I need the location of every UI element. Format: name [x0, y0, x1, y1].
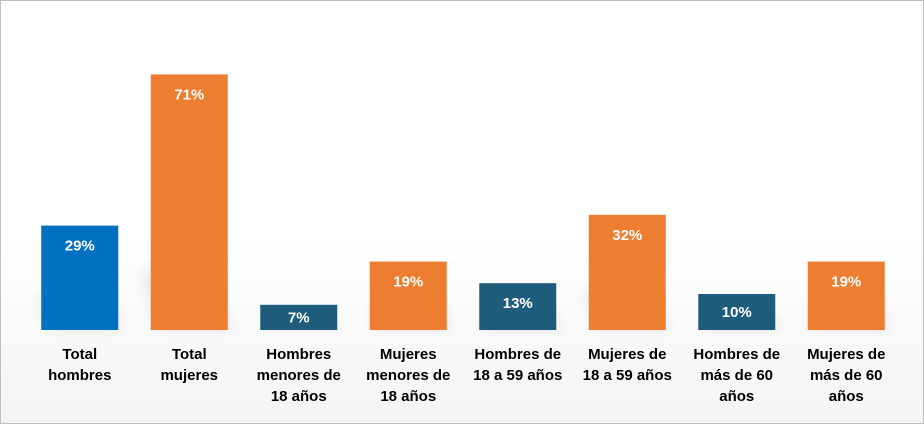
category-labels-group: Total hombres Total mujeres Hombres menores d…: [48, 346, 885, 405]
category-label: Mujeres de 18 a 59 años: [583, 346, 672, 384]
data-label: 71%: [174, 86, 204, 103]
bar: [150, 74, 228, 331]
category-label-line: Mujeres: [380, 346, 437, 363]
category-label-line: 18 a 59 años: [583, 367, 672, 384]
category-label: Mujeres menores de 18 años: [366, 346, 450, 405]
category-label-line: más de 60: [700, 367, 773, 384]
data-label: 32%: [612, 227, 642, 244]
category-label-line: hombres: [48, 367, 111, 384]
data-label: 7%: [288, 309, 310, 326]
category-label-line: 18 años: [380, 388, 436, 405]
category-label-line: Hombres de: [693, 346, 780, 363]
category-label: Mujeres de más de 60 años: [807, 346, 885, 405]
bars-group: [41, 74, 885, 331]
data-label: 29%: [65, 238, 95, 255]
category-label-line: Total: [172, 346, 207, 363]
data-label: 10%: [722, 304, 752, 321]
category-label: Total mujeres: [160, 346, 218, 384]
category-label-line: menores de: [257, 367, 341, 384]
category-label-line: Total: [62, 346, 97, 363]
category-label-line: años: [719, 388, 754, 405]
category-label: Hombres menores de 18 años: [257, 346, 341, 405]
bar: [807, 261, 885, 330]
category-label-line: mujeres: [160, 367, 218, 384]
category-label-line: Hombres: [266, 346, 331, 363]
data-label: 19%: [393, 274, 423, 291]
category-label-line: 18 a 59 años: [473, 367, 562, 384]
category-label-line: más de 60: [810, 367, 883, 384]
data-labels-group: 29% 71% 7% 19% 13% 32% 10% 19%: [65, 86, 862, 326]
data-label: 13%: [503, 295, 533, 312]
bar: [41, 225, 119, 330]
category-label-line: años: [829, 388, 864, 405]
bar: [698, 294, 776, 330]
category-label-line: Mujeres de: [588, 346, 666, 363]
bar: [260, 304, 338, 330]
category-label-line: 18 años: [271, 388, 327, 405]
category-label: Hombres de más de 60 años: [693, 346, 780, 405]
category-label: Total hombres: [48, 346, 111, 384]
bar: [479, 283, 557, 330]
category-label-line: menores de: [366, 367, 450, 384]
category-label-line: Mujeres de: [807, 346, 885, 363]
category-label: Hombres de 18 a 59 años: [473, 346, 562, 384]
bar: [369, 261, 447, 330]
data-label: 19%: [831, 274, 861, 291]
bar: [588, 214, 666, 330]
category-label-line: Hombres de: [474, 346, 561, 363]
